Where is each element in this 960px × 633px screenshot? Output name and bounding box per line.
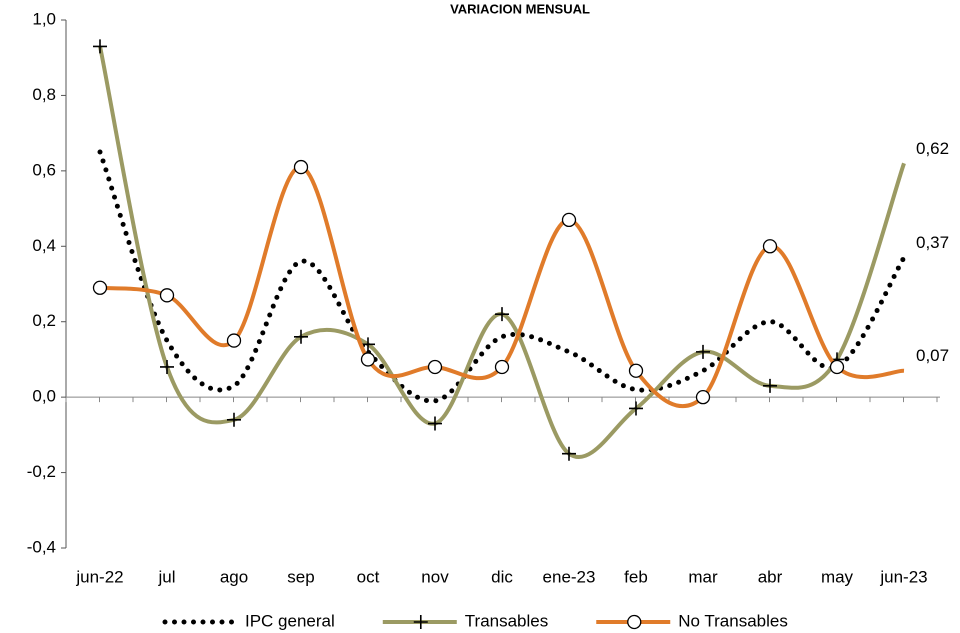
data-point	[92, 280, 108, 295]
data-point	[763, 378, 777, 393]
y-tick-label: 0,8	[32, 85, 56, 104]
data-point	[428, 416, 442, 431]
data-point	[427, 359, 443, 375]
data-point	[293, 159, 309, 175]
legend-label: IPC general	[245, 611, 335, 630]
data-point	[93, 39, 107, 54]
data-point	[495, 307, 509, 322]
value-label: 0,07	[916, 346, 949, 365]
data-point	[762, 239, 778, 254]
data-point	[159, 288, 175, 303]
data-point	[562, 446, 576, 461]
data-point	[829, 359, 845, 375]
data-point	[494, 359, 510, 375]
y-tick-label: -0,2	[27, 462, 56, 481]
y-tick-label: 0,6	[32, 160, 56, 179]
x-tick-label: nov	[421, 567, 449, 586]
legend-marker	[627, 614, 642, 630]
x-tick-label: feb	[624, 567, 648, 586]
data-point	[361, 337, 375, 352]
data-point	[294, 329, 308, 344]
data-point	[360, 352, 376, 367]
x-tick-label: jun-23	[879, 567, 927, 586]
y-tick-label: 1,0	[32, 9, 56, 28]
y-tick-label: 0,2	[32, 311, 56, 330]
x-tick-label: jun-22	[75, 567, 123, 586]
series-line	[97, 149, 907, 404]
y-tick-label: -0,4	[27, 537, 56, 556]
data-point	[561, 212, 577, 228]
data-point	[696, 344, 710, 359]
data-point	[160, 359, 174, 374]
data-point	[695, 389, 711, 405]
x-tick-label: may	[821, 567, 854, 586]
legend-marker	[413, 615, 428, 629]
x-tick-label: sep	[287, 567, 314, 586]
value-label: 0,37	[916, 233, 949, 252]
chart-title: VARIACION MENSUAL	[450, 1, 590, 16]
x-tick-label: dic	[491, 567, 513, 586]
x-tick-label: oct	[357, 567, 380, 586]
data-point	[227, 412, 241, 427]
legend-label: Transables	[465, 611, 548, 630]
x-tick-label: jul	[157, 567, 175, 586]
value-label: 0,62	[916, 139, 949, 158]
y-tick-label: 0,4	[32, 236, 56, 255]
legend-label: No Transables	[678, 611, 788, 630]
x-tick-label: mar	[688, 567, 718, 586]
x-tick-label: abr	[758, 567, 783, 586]
data-point	[226, 333, 242, 348]
data-point	[629, 401, 643, 416]
data-point	[628, 363, 644, 378]
x-tick-label: ago	[220, 567, 248, 586]
y-tick-label: 0,0	[32, 387, 56, 406]
x-tick-label: ene-23	[543, 567, 596, 586]
